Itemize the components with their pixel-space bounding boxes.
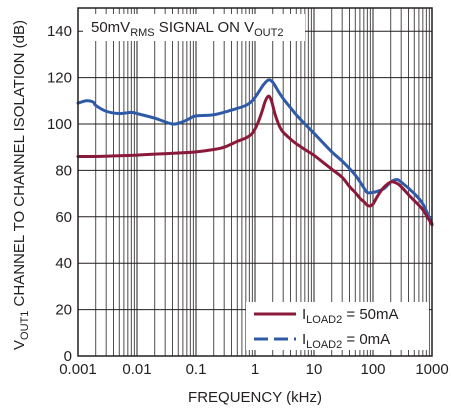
legend-label-50ma-suffix: = 50mA bbox=[342, 306, 398, 323]
series-line-50ma bbox=[76, 94, 434, 227]
x-tick-label: 1 bbox=[251, 361, 259, 378]
x-tick-label: 1000 bbox=[415, 361, 448, 378]
y-axis-label-prefix: V bbox=[11, 340, 28, 350]
legend-label-0ma-prefix: I bbox=[302, 331, 306, 348]
y-tick-label: 120 bbox=[47, 70, 72, 87]
grid-minor bbox=[95, 8, 430, 356]
y-axis-label: VOUT1 CHANNEL TO CHANNEL ISOLATION (dB) bbox=[11, 20, 31, 350]
x-tick-label: 0.01 bbox=[122, 361, 151, 378]
x-tick-label: 0.001 bbox=[59, 361, 97, 378]
y-axis-label-sub: OUT1 bbox=[19, 311, 31, 340]
y-tick-label: 80 bbox=[55, 162, 72, 179]
signal-annotation: 50mVRMS SIGNAL ON VOUT2 bbox=[83, 14, 305, 41]
y-tick-label: 140 bbox=[47, 23, 72, 40]
y-axis-label-suffix: CHANNEL TO CHANNEL ISOLATION (dB) bbox=[11, 20, 28, 311]
series-layer bbox=[76, 78, 434, 227]
legend: ILOAD2 = 50mA ILOAD2 = 0mA bbox=[246, 302, 429, 351]
x-axis-label: FREQUENCY (kHz) bbox=[188, 389, 322, 406]
annotation-part1: 50mV bbox=[91, 19, 130, 36]
legend-label-50ma-sub: LOAD2 bbox=[306, 314, 342, 326]
annotation-text: 50mVRMS SIGNAL ON VOUT2 bbox=[91, 19, 283, 39]
legend-background bbox=[246, 302, 429, 350]
x-tick-label: 10 bbox=[306, 361, 323, 378]
annotation-sub2: OUT2 bbox=[254, 27, 283, 39]
annotation-sub1: RMS bbox=[130, 27, 154, 39]
legend-label-0ma: ILOAD2 = 0mA bbox=[302, 331, 390, 351]
legend-label-50ma-prefix: I bbox=[302, 306, 306, 323]
x-tick-label: 0.1 bbox=[186, 361, 207, 378]
y-tick-label: 60 bbox=[55, 209, 72, 226]
x-tick-label: 100 bbox=[360, 361, 385, 378]
y-tick-label: 0 bbox=[64, 348, 72, 365]
legend-label-0ma-suffix: = 0mA bbox=[342, 331, 390, 348]
series-line-0ma bbox=[76, 78, 434, 226]
y-tick-label: 100 bbox=[47, 116, 72, 133]
annotation-part2: SIGNAL ON V bbox=[155, 19, 254, 36]
y-tick-label: 20 bbox=[55, 302, 72, 319]
tick-labels: 0.001 0.01 0.1 1 10 100 1000 0 20 40 60 80 100 120 140 bbox=[47, 23, 449, 378]
annotation-background bbox=[83, 14, 305, 41]
plot-frame bbox=[77, 7, 433, 357]
grid-major bbox=[77, 8, 433, 357]
y-tick-label: 40 bbox=[55, 255, 72, 272]
legend-label-50ma: ILOAD2 = 50mA bbox=[302, 306, 399, 326]
legend-label-0ma-sub: LOAD2 bbox=[306, 339, 342, 351]
